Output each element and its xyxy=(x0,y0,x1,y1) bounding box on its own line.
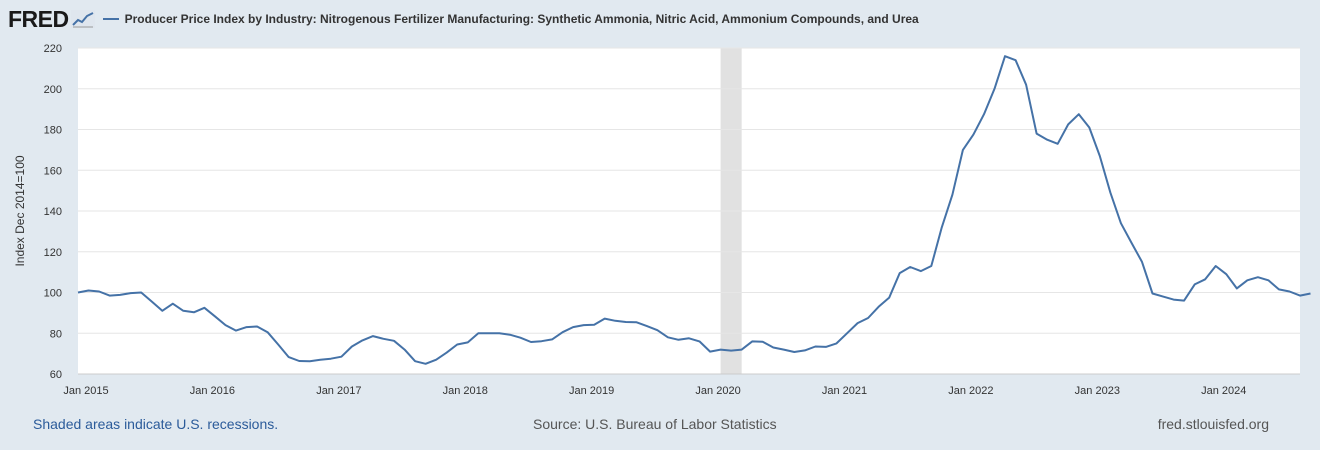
y-tick-label: 180 xyxy=(44,125,62,137)
x-tick-label: Jan 2015 xyxy=(63,385,108,397)
chart-header: FRED Producer Price Index by Industry: N… xyxy=(8,6,919,32)
x-axis-ticks: Jan 2015 Jan 2016 Jan 2017 Jan 2018 Jan 2019… xyxy=(63,373,1300,397)
x-tick-label: Jan 2023 xyxy=(1075,385,1120,397)
chart-legend: Producer Price Index by Industry: Nitrog… xyxy=(102,12,919,26)
x-tick-label: Jan 2020 xyxy=(695,385,740,397)
fred-logo[interactable]: FRED xyxy=(8,5,69,32)
y-tick-label: 140 xyxy=(44,206,62,218)
x-tick-label: Jan 2021 xyxy=(822,385,867,397)
x-tick-label: Jan 2022 xyxy=(948,385,993,397)
y-tick-label: 220 xyxy=(44,43,62,55)
legend-label: Producer Price Index by Industry: Nitrog… xyxy=(124,12,919,26)
y-axis-ticks: 60 80 100 120 140 160 180 200 220 xyxy=(44,43,62,381)
y-tick-label: 200 xyxy=(44,84,62,96)
x-tick-label: Jan 2016 xyxy=(190,385,235,397)
y-tick-label: 80 xyxy=(50,328,62,340)
legend-swatch xyxy=(102,18,119,20)
y-tick-label: 100 xyxy=(44,288,62,300)
fred-chart-icon xyxy=(70,10,95,28)
y-axis-title: Index Dec 2014=100 xyxy=(13,155,27,266)
x-tick-label: Jan 2017 xyxy=(316,385,361,397)
source-text: Source: U.S. Bureau of Labor Statistics xyxy=(533,416,777,432)
site-url[interactable]: fred.stlouisfed.org xyxy=(1157,416,1269,432)
x-tick-label: Jan 2019 xyxy=(569,385,614,397)
series-line[interactable] xyxy=(77,55,1311,365)
y-tick-label: 120 xyxy=(44,247,62,259)
x-tick-label: Jan 2024 xyxy=(1201,385,1246,397)
recession-note-link[interactable]: Shaded areas indicate U.S. recessions. xyxy=(33,416,279,432)
y-tick-label: 160 xyxy=(44,165,62,177)
y-tick-label: 60 xyxy=(50,369,62,381)
x-tick-label: Jan 2018 xyxy=(443,385,488,397)
